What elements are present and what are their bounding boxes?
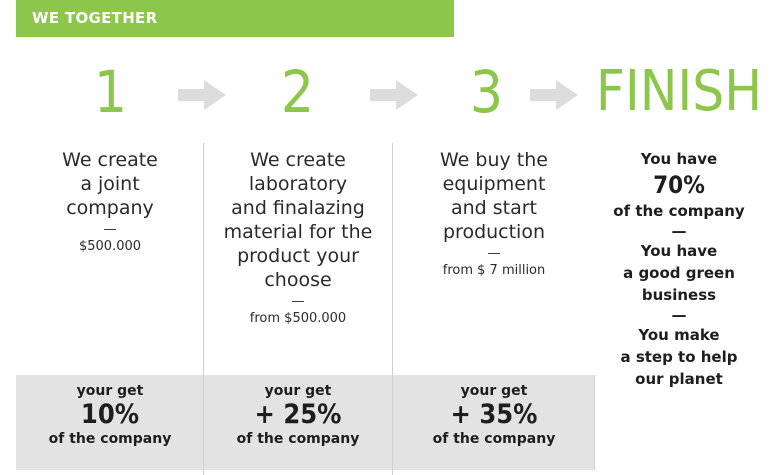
step-3-description: We buy the equipment and start productio… bbox=[396, 148, 592, 280]
column-divider bbox=[392, 143, 393, 475]
step-1-description: We create a joint company — $500.000 bbox=[20, 148, 200, 256]
arrow-right-icon bbox=[178, 80, 226, 110]
section-header: WE TOGETHER bbox=[16, 0, 454, 37]
step-1-amount: $500.000 bbox=[78, 239, 142, 254]
results-background bbox=[16, 375, 594, 470]
step-2-description: We create laboratory and finalazing mate… bbox=[207, 148, 389, 328]
column-divider bbox=[203, 143, 204, 475]
step-3-amount: from $ 7 million bbox=[442, 263, 546, 278]
column-divider bbox=[594, 375, 595, 470]
step-1-percent: 10% bbox=[80, 399, 140, 430]
step-3-result: your get + 35% of the company bbox=[396, 382, 592, 448]
step-2-amount: from $500.000 bbox=[249, 311, 347, 326]
step-1-number: 1 bbox=[93, 58, 127, 126]
finish-description: You have 70% of the company — You have a… bbox=[596, 148, 762, 390]
step-2-percent: + 25% bbox=[254, 399, 342, 430]
finish-title: FINISH bbox=[595, 59, 763, 124]
arrow-right-icon bbox=[530, 80, 578, 110]
step-1-result: your get 10% of the company bbox=[20, 382, 200, 448]
finish-percent: 70% bbox=[653, 171, 705, 199]
step-2-result: your get + 25% of the company bbox=[207, 382, 389, 448]
step-3-number: 3 bbox=[469, 58, 503, 126]
step-3-percent: + 35% bbox=[450, 399, 538, 430]
step-2-number: 2 bbox=[280, 58, 314, 126]
arrow-right-icon bbox=[370, 80, 418, 110]
